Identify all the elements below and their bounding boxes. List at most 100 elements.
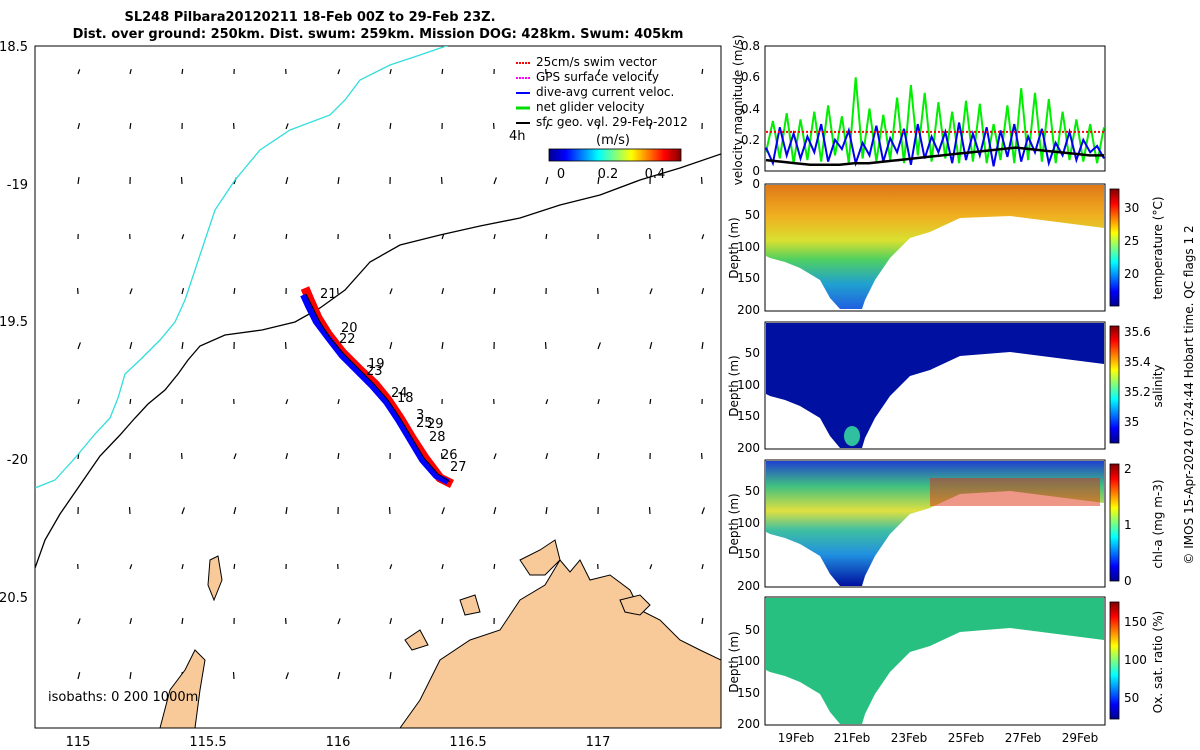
isobaths-label: isobaths: 0 200 1000m (48, 690, 198, 705)
current-vector-arrow (233, 288, 236, 295)
current-vector-arrow (597, 123, 601, 130)
legend-label-gps: GPS surface velocity (536, 70, 659, 84)
velocity-series-line (765, 122, 1105, 168)
current-vector-arrow (233, 233, 236, 240)
colorbar-ticks: 30 25 20 35.6 35.4 35.2 35 2 1 0 150 100… (1124, 201, 1151, 705)
current-vector-arrow (233, 453, 237, 460)
chla-cb-label: chl-a (mg m-3) (1151, 479, 1165, 568)
current-vector-arrow (544, 341, 547, 350)
map-x-tick: 116.5 (449, 735, 486, 750)
date-tick: 21Feb (834, 731, 871, 745)
current-vector-arrow (493, 507, 497, 515)
temperature-ylabel: Depth (m) (727, 217, 741, 278)
depth-tick: 50 (745, 623, 760, 637)
glider-track-centerline (305, 293, 451, 483)
legend-label-current: dive-avg current veloc. (536, 85, 674, 99)
salinity-anomaly (844, 426, 860, 446)
chla-field (766, 461, 1104, 586)
current-vector-arrow (233, 563, 236, 570)
date-ticks: 19Feb 21Feb 23Feb 25Feb 27Feb 29Feb (778, 731, 1099, 745)
depth-tick: 50 (745, 484, 760, 498)
current-vector-arrow (545, 507, 548, 515)
velocity-panel: 0 0.2 0.4 0.6 0.8 velocity magnitude (m/… (731, 35, 1106, 185)
day-label: 28 (429, 430, 446, 445)
day-label: 26 (441, 448, 458, 463)
current-vector-arrow (337, 177, 340, 185)
current-vector-arrow (701, 68, 704, 75)
chla-panel (764, 459, 1120, 588)
date-tick: 19Feb (778, 731, 815, 745)
current-vector-arrow (232, 671, 235, 680)
current-vector-arrow (649, 564, 653, 570)
map-colorbar-title: (m/s) (596, 133, 630, 148)
current-vector-arrow (649, 288, 653, 295)
chla-red-patch (930, 478, 1100, 506)
temperature-cb-tick: 25 (1124, 234, 1139, 248)
legend-label-net: net glider velocity (536, 100, 644, 114)
map-y-tick: 18.5 (0, 40, 28, 55)
current-vector-arrow (545, 453, 549, 460)
current-vector-arrow (337, 69, 341, 75)
title-line-1: SL248 Pilbara20120211 18-Feb 00Z to 29-F… (124, 10, 495, 25)
current-vector-arrow (285, 233, 288, 240)
current-vector-arrow (181, 68, 184, 75)
map-y-tick: 20.5 (0, 591, 28, 606)
velocity-lines (765, 77, 1105, 168)
day-label: 19 (368, 357, 385, 372)
current-vector-arrow (597, 177, 600, 185)
depth-tick: 200 (737, 579, 760, 593)
current-vector-arrow (441, 507, 445, 515)
current-vector-arrow (337, 618, 341, 625)
current-vector-arrow (284, 341, 287, 350)
depth-tick: 100 (737, 240, 760, 254)
depth-tick: 150 (737, 271, 760, 285)
legend-label-geo: sfc geo. vel. 29-Feb-2012 (536, 115, 688, 129)
map-colorbar-tick: 0 (557, 167, 565, 182)
current-vector-arrow (649, 342, 653, 350)
map-x-tick: 116 (326, 735, 351, 750)
current-vector-arrow (77, 123, 81, 130)
current-vector-arrow (701, 507, 705, 515)
legend-label-swim: 25cm/s swim vector (536, 55, 657, 69)
current-vector-arrow (129, 564, 133, 570)
current-vector-arrow (285, 507, 288, 515)
velocity-y-tick: 0.4 (741, 102, 760, 116)
current-vector-arrow (388, 506, 391, 515)
map-panel: 18.5 -19 19.5 -20 20.5 115 115.5 116 116… (0, 40, 722, 750)
oxygen-cb-label: Ox. sat. ratio (%) (1151, 611, 1165, 713)
map-colorbar-tick: 0.4 (645, 167, 666, 182)
oxygen-field (766, 598, 1104, 724)
current-vector-arrow (389, 342, 393, 350)
current-vector-arrow (597, 342, 601, 350)
current-vector-arrow (441, 618, 444, 625)
day-label: 24 (391, 386, 408, 401)
current-vector-arrow (129, 288, 133, 295)
map-x-tick: 117 (586, 735, 611, 750)
current-vector-arrow (389, 288, 393, 295)
salinity-field (766, 323, 1104, 448)
salinity-cb-tick: 35.6 (1124, 325, 1151, 339)
current-vector-arrow (129, 68, 132, 75)
current-vector-arrow (181, 342, 184, 350)
current-vector-arrow (285, 672, 289, 680)
current-vector-arrow (441, 563, 444, 570)
current-vector-arrow (337, 453, 340, 460)
day-label: 3 (416, 408, 424, 423)
temperature-cb-label: temperature (°C) (1151, 197, 1165, 300)
salinity-cb-label: salinity (1151, 364, 1165, 407)
current-vector-arrow (129, 398, 132, 405)
temperature-cb-tick: 30 (1124, 201, 1139, 215)
current-vector-arrow (181, 618, 184, 625)
map-x-tick: 115.5 (189, 735, 226, 750)
title-line-2: Dist. over ground: 250km. Dist. swum: 25… (73, 27, 684, 42)
date-tick: 23Feb (891, 731, 928, 745)
current-vector-arrow (285, 177, 289, 185)
current-vector-arrow (441, 342, 444, 350)
map-x-ticks: 115 115.5 116 116.5 117 (66, 735, 611, 750)
current-vector-arrow (285, 453, 289, 460)
current-vector-arrow (181, 234, 185, 240)
map-y-tick: -20 (7, 453, 28, 468)
chla-ylabel: Depth (m) (727, 493, 741, 554)
map-y-ticks: 18.5 -19 19.5 -20 20.5 (0, 40, 28, 606)
current-vector-arrow (129, 342, 133, 350)
